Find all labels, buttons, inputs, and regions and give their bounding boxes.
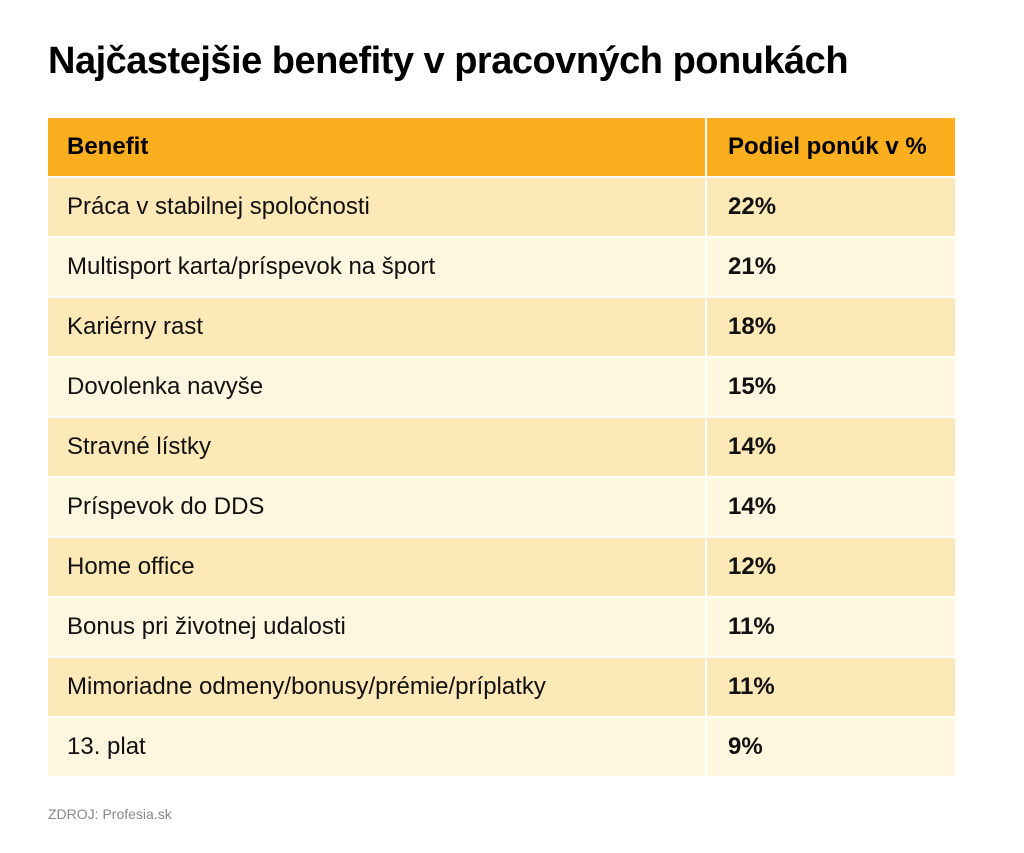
table-row: Bonus pri životnej udalosti 11%	[48, 598, 955, 656]
table-row: Home office 12%	[48, 538, 955, 596]
table-row: Príspevok do DDS 14%	[48, 478, 955, 536]
benefit-cell: Bonus pri životnej udalosti	[48, 598, 705, 656]
table-row: Dovolenka navyše 15%	[48, 358, 955, 416]
table-row: Mimoriadne odmeny/bonusy/prémie/príplatk…	[48, 658, 955, 716]
table-row: Multisport karta/príspevok na šport 21%	[48, 238, 955, 296]
table-header-row: Benefit Podiel ponúk v %	[48, 118, 955, 176]
share-cell: 22%	[707, 178, 955, 236]
table-row: 13. plat 9%	[48, 718, 955, 776]
share-cell: 11%	[707, 658, 955, 716]
benefit-cell: Práca v stabilnej spoločnosti	[48, 178, 705, 236]
benefit-cell: Stravné lístky	[48, 418, 705, 476]
share-cell: 9%	[707, 718, 955, 776]
share-cell: 21%	[707, 238, 955, 296]
share-cell: 14%	[707, 418, 955, 476]
column-header-benefit: Benefit	[48, 118, 705, 176]
table-row: Práca v stabilnej spoločnosti 22%	[48, 178, 955, 236]
benefit-cell: Príspevok do DDS	[48, 478, 705, 536]
table-row: Kariérny rast 18%	[48, 298, 955, 356]
share-cell: 18%	[707, 298, 955, 356]
share-cell: 14%	[707, 478, 955, 536]
benefit-cell: Kariérny rast	[48, 298, 705, 356]
source-note: ZDROJ: Profesia.sk	[48, 806, 172, 822]
benefit-cell: Multisport karta/príspevok na šport	[48, 238, 705, 296]
benefit-cell: Dovolenka navyše	[48, 358, 705, 416]
share-cell: 12%	[707, 538, 955, 596]
table-row: Stravné lístky 14%	[48, 418, 955, 476]
benefit-cell: 13. plat	[48, 718, 705, 776]
benefit-cell: Mimoriadne odmeny/bonusy/prémie/príplatk…	[48, 658, 705, 716]
benefits-table: Benefit Podiel ponúk v % Práca v stabiln…	[48, 118, 955, 778]
column-header-share: Podiel ponúk v %	[707, 118, 955, 176]
benefit-cell: Home office	[48, 538, 705, 596]
chart-title: Najčastejšie benefity v pracovných ponuk…	[48, 40, 849, 82]
share-cell: 11%	[707, 598, 955, 656]
table-body: Práca v stabilnej spoločnosti 22% Multispo…	[48, 178, 955, 776]
share-cell: 15%	[707, 358, 955, 416]
